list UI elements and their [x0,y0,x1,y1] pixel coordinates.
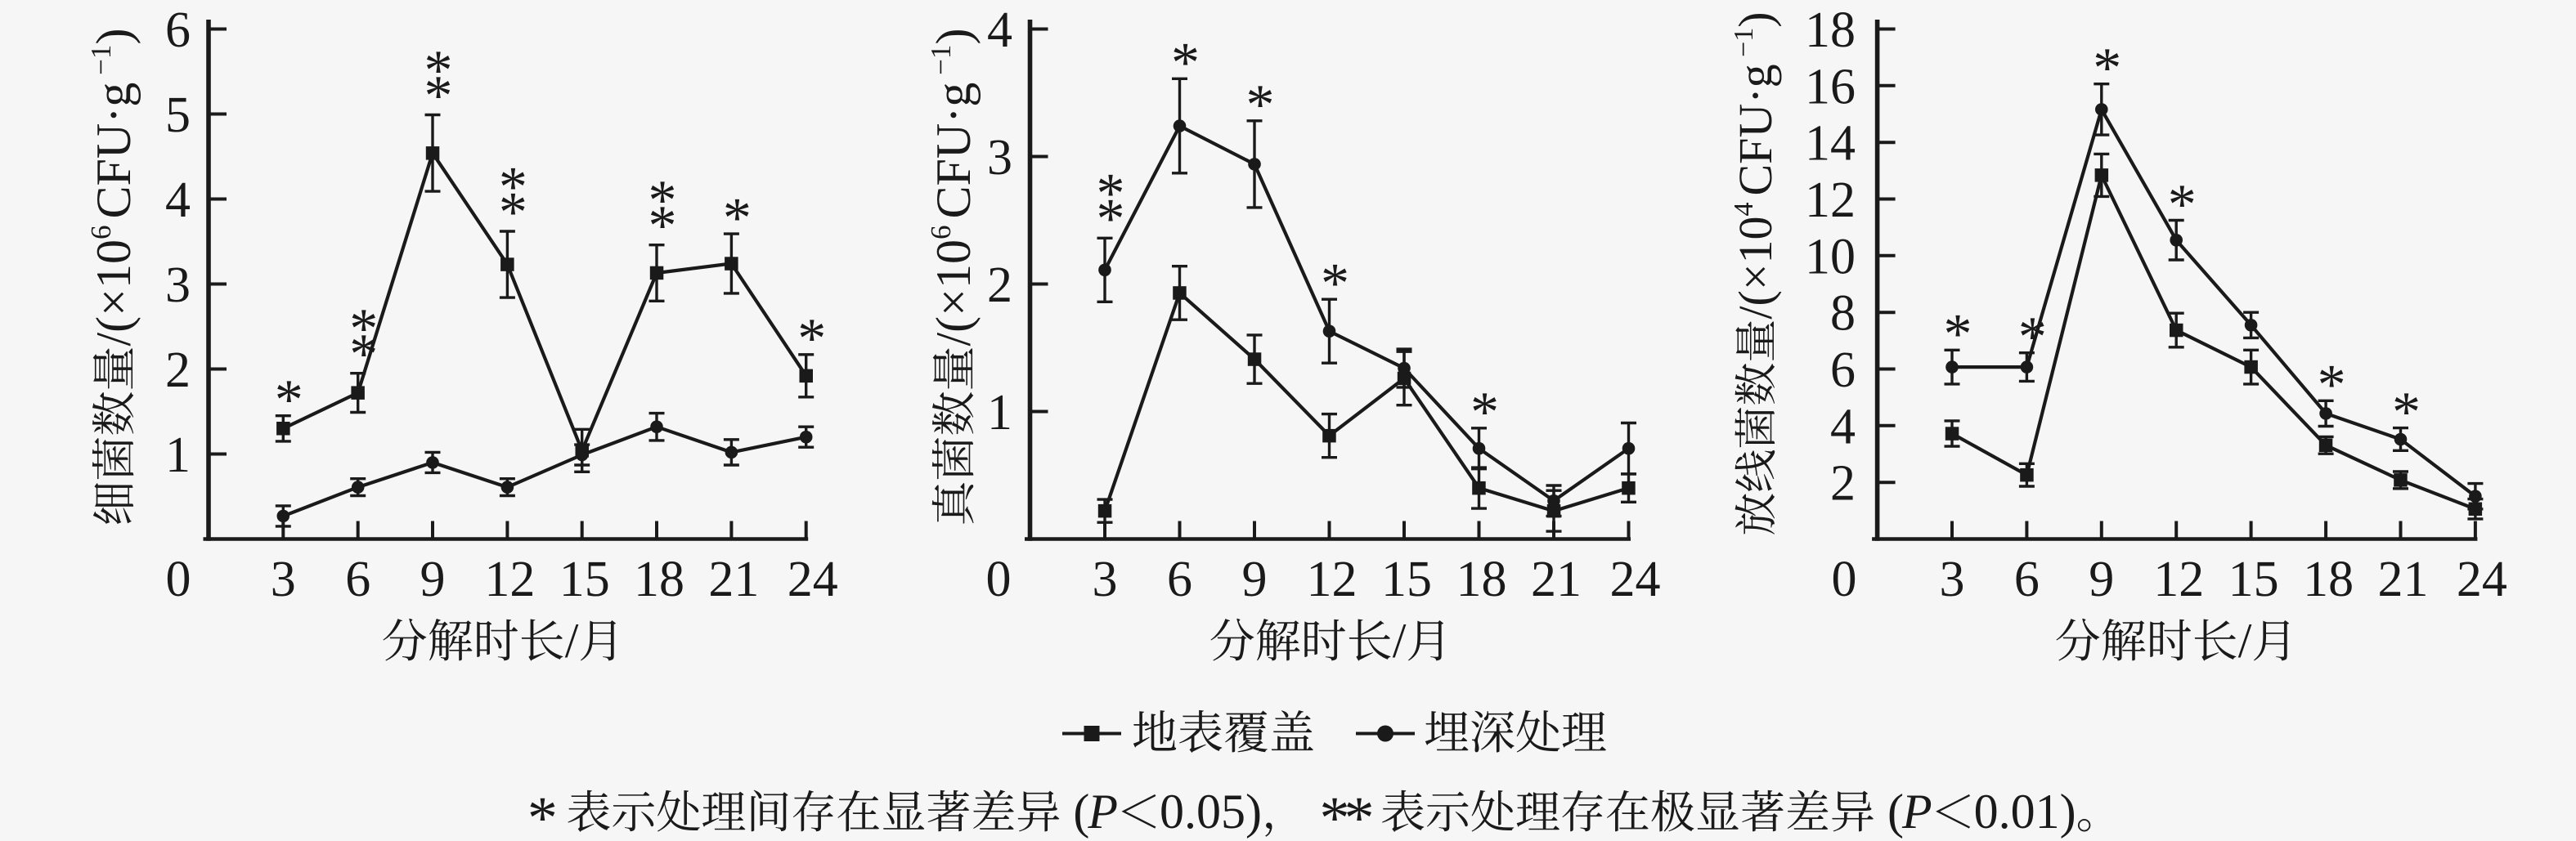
svg-text:*: * [1320,785,1350,841]
svg-text:0.01): 0.01) [1974,785,2076,839]
svg-text:*: * [1344,785,1375,841]
svg-text:24: 24 [2457,552,2507,607]
svg-text:*: * [1097,163,1125,226]
svg-text:*: * [1246,74,1275,136]
svg-text:*: * [275,369,303,432]
svg-text:6: 6 [1830,342,1856,398]
svg-text:): ) [87,29,141,45]
svg-text:10: 10 [1805,229,1856,284]
svg-text:2: 2 [1830,456,1856,512]
svg-text:P: P [1901,785,1932,839]
svg-text:3: 3 [271,552,296,607]
svg-text:*: * [1097,188,1125,251]
svg-text:6: 6 [345,552,370,607]
svg-text:9: 9 [420,552,446,607]
svg-text:/(×10: /(×10 [1729,216,1782,319]
svg-text:*: * [1171,32,1200,95]
svg-text:18: 18 [2303,552,2354,607]
svg-text:6: 6 [925,226,957,240]
svg-text:6: 6 [2014,552,2040,607]
svg-text:*: * [1944,303,1972,366]
svg-text:2: 2 [987,257,1012,313]
svg-text:18: 18 [634,552,684,607]
svg-text:18: 18 [1456,552,1507,607]
svg-text:−1: −1 [925,45,957,75]
svg-text:0: 0 [986,552,1012,607]
svg-text:*: * [2318,354,2346,417]
svg-text:3: 3 [987,130,1012,186]
svg-text:12: 12 [2153,552,2204,607]
svg-text:2: 2 [165,342,191,398]
svg-text:−1: −1 [85,45,117,75]
svg-text:15: 15 [2228,552,2279,607]
svg-text:*: * [349,323,378,386]
svg-text:*: * [648,169,677,232]
svg-text:): ) [1729,11,1782,27]
svg-text:6: 6 [85,226,117,240]
svg-text:21: 21 [2378,552,2429,607]
svg-text:24: 24 [1610,552,1661,607]
svg-text:/: / [2238,614,2252,668]
svg-text:*: * [527,785,558,841]
svg-text:18: 18 [1805,2,1856,58]
svg-text:P: P [1087,785,1118,839]
svg-text:*: * [2093,37,2121,100]
svg-text:4: 4 [1830,399,1856,454]
svg-text:1: 1 [165,427,191,483]
svg-text:*: * [499,181,527,244]
svg-text:*: * [2018,306,2047,369]
svg-text:3: 3 [1940,552,1965,607]
svg-text:/(×10: /(×10 [927,239,981,347]
svg-text:*: * [648,195,677,257]
svg-text:9: 9 [1242,552,1268,607]
svg-text:*: * [723,186,752,249]
svg-text:1: 1 [987,385,1012,441]
svg-text:*: * [2168,173,2197,236]
svg-text:15: 15 [559,552,610,607]
svg-text:5: 5 [165,87,191,143]
svg-text:12: 12 [1307,552,1358,607]
svg-text:21: 21 [1531,552,1582,607]
svg-text:15: 15 [1381,552,1432,607]
svg-text:16: 16 [1805,59,1856,114]
svg-text:/: / [1393,614,1407,668]
svg-text:4: 4 [165,172,191,228]
svg-text:3: 3 [165,257,191,313]
svg-text:6: 6 [1167,552,1192,607]
svg-text:/: / [565,614,579,668]
svg-text:21: 21 [708,552,759,607]
svg-text:0: 0 [166,552,191,607]
svg-text:12: 12 [484,552,535,607]
svg-text:0: 0 [1832,552,1857,607]
svg-text:CFU·g: CFU·g [1729,64,1782,195]
svg-text:*: * [424,65,453,127]
svg-text:−1: −1 [1729,28,1759,57]
svg-text:*: * [349,297,378,360]
svg-text:*: * [1470,381,1499,444]
svg-text:): ) [927,29,981,45]
svg-text:CFU·g: CFU·g [87,83,141,219]
svg-text:14: 14 [1805,116,1856,172]
svg-text:4: 4 [1729,203,1759,217]
svg-text:(: ( [1073,785,1089,839]
svg-text:*: * [797,307,826,370]
svg-text:24: 24 [788,552,838,607]
svg-text:9: 9 [2089,552,2114,607]
svg-text:6: 6 [165,2,191,58]
svg-text:*: * [499,155,527,218]
svg-text:CFU·g: CFU·g [927,83,981,219]
svg-text:4: 4 [987,2,1012,58]
svg-text:8: 8 [1830,286,1856,342]
svg-text:3: 3 [1093,552,1118,607]
svg-text:(: ( [1887,785,1904,839]
svg-text:*: * [2392,381,2421,444]
svg-text:*: * [424,39,453,102]
svg-text:/(×10: /(×10 [87,239,141,347]
svg-text:12: 12 [1805,172,1856,228]
svg-text:0.05): 0.05) [1160,785,1262,839]
svg-text:*: * [1321,253,1349,315]
